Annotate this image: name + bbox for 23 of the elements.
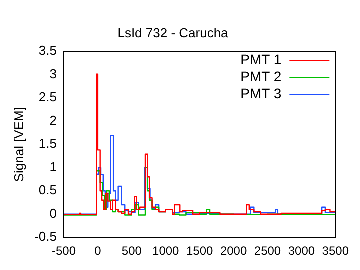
y-tick-label: 1 — [50, 159, 57, 174]
x-tick-label: 500 — [122, 244, 142, 258]
y-axis-title: Signal [VEM] — [11, 107, 26, 182]
x-tick-label: 0 — [94, 244, 102, 258]
legend-label: PMT 3 — [240, 85, 282, 102]
y-tick-label: 0.5 — [38, 182, 57, 198]
legend-label: PMT 2 — [240, 68, 282, 84]
y-tick-label: 3 — [50, 66, 57, 82]
x-tick-label: 2000 — [220, 244, 248, 258]
x-tick-label: -500 — [52, 244, 76, 258]
y-tick-label: -0.5 — [34, 229, 57, 244]
x-tick-label: 3500 — [322, 244, 350, 258]
y-tick-label: 3.5 — [38, 43, 57, 58]
y-tick-label: 0 — [50, 206, 57, 221]
x-tick-label: 3000 — [288, 244, 316, 258]
x-tick-label: 1000 — [152, 244, 180, 258]
y-tick-label: 1.5 — [38, 136, 57, 152]
y-tick-label: 2.5 — [38, 90, 57, 105]
x-tick-label: 1500 — [186, 244, 214, 258]
legend-label: PMT 1 — [240, 51, 282, 68]
chart-title: LsId 732 - Carucha — [118, 25, 230, 40]
y-tick-label: 2 — [50, 112, 57, 128]
x-tick-label: 2500 — [254, 244, 282, 258]
